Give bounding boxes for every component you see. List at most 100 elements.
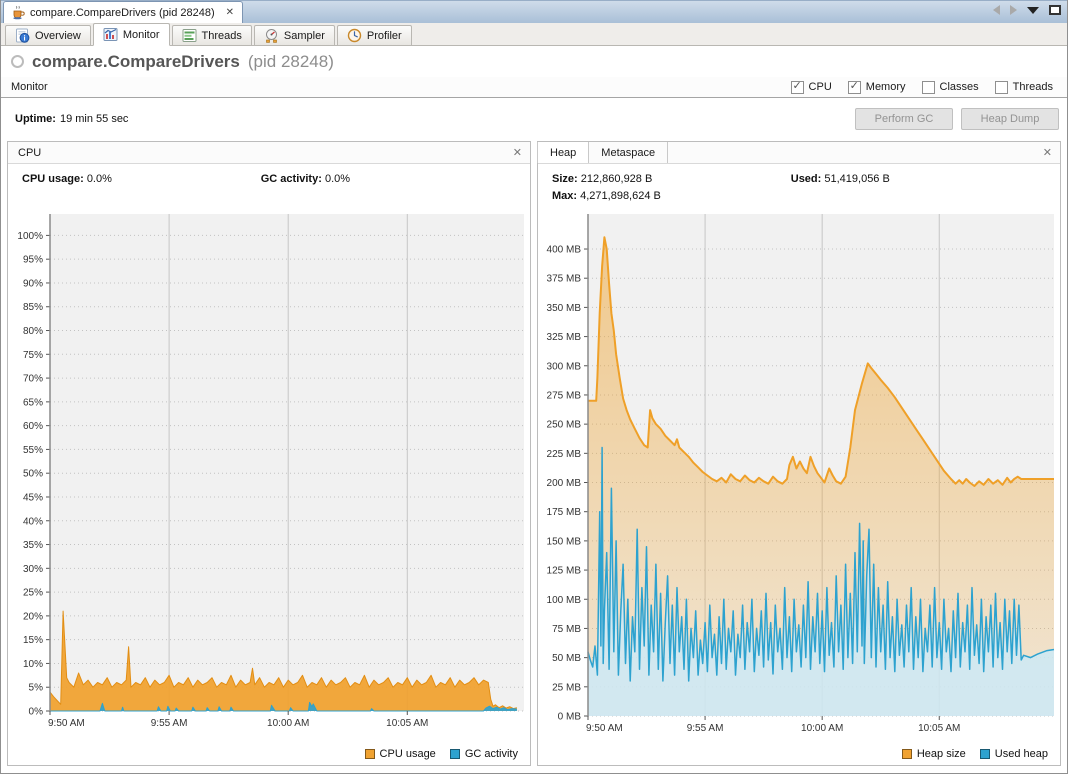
svg-text:225 MB: 225 MB: [547, 449, 582, 460]
uptime-label: Uptime:: [15, 112, 56, 125]
svg-text:300 MB: 300 MB: [547, 361, 582, 372]
gc-activity-label: GC activity:: [260, 172, 322, 185]
checkbox-memory-box: ✓: [847, 80, 861, 94]
heap-used-label: Used:: [790, 172, 822, 185]
svg-text:325 MB: 325 MB: [547, 332, 582, 343]
svg-text:10:00 AM: 10:00 AM: [267, 718, 309, 729]
svg-text:70%: 70%: [23, 374, 43, 385]
svg-text:75 MB: 75 MB: [552, 624, 581, 635]
svg-text:80%: 80%: [23, 326, 43, 337]
cpu-panel-close-icon[interactable]: ✕: [512, 147, 522, 159]
view-tab-bar: i Overview Monitor Threads: [1, 23, 1067, 47]
sampler-icon: [265, 29, 277, 43]
heap-size-swatch: [901, 749, 912, 759]
tab-sampler[interactable]: Sampler: [253, 25, 335, 47]
checkbox-cpu-box: ✓: [790, 80, 804, 94]
cpu-usage-value: 0.0%: [86, 172, 112, 185]
document-tab-label: compare.CompareDrivers (pid 28248): [30, 6, 215, 19]
svg-text:150 MB: 150 MB: [547, 536, 582, 547]
tab-list-dropdown-icon[interactable]: [1027, 6, 1039, 14]
legend-heap-size: Heap size: [901, 748, 966, 760]
svg-text:15%: 15%: [23, 635, 43, 646]
checkbox-threads[interactable]: ✓ Threads: [994, 80, 1053, 94]
checkbox-classes-box: ✓: [921, 80, 935, 94]
monitor-toolbar-label: Monitor: [11, 81, 48, 94]
cpu-usage-label: CPU usage:: [22, 172, 84, 185]
heap-stats: Size: 212,860,928 B Used: 51,419,056 B M…: [538, 164, 1060, 206]
nav-left-icon[interactable]: [993, 5, 1000, 15]
nav-right-icon[interactable]: [1010, 5, 1017, 15]
svg-text:45%: 45%: [23, 492, 43, 503]
legend-cpu-usage: CPU usage: [364, 748, 436, 760]
maximize-icon[interactable]: [1049, 5, 1061, 15]
svg-text:65%: 65%: [23, 397, 43, 408]
svg-text:55%: 55%: [23, 445, 43, 456]
tab-heap[interactable]: Heap: [537, 142, 590, 163]
tab-threads[interactable]: Threads: [171, 25, 252, 47]
cpu-panel-title: CPU: [18, 146, 42, 159]
tab-nav-controls: [993, 5, 1061, 15]
heap-chart: 0 MB 25 MB 50 MB 75 MB 100 MB 125 MB 150 MB 175…: [538, 206, 1060, 743]
java-cup-icon: [13, 5, 25, 20]
legend-used-heap: Used heap: [979, 748, 1048, 760]
svg-text:200 MB: 200 MB: [547, 478, 582, 489]
svg-text:9:50 AM: 9:50 AM: [48, 718, 85, 729]
heap-size-label: Size:: [552, 172, 578, 185]
profiler-icon: [347, 29, 362, 43]
svg-text:10:00 AM: 10:00 AM: [801, 723, 843, 734]
svg-text:25 MB: 25 MB: [552, 682, 581, 693]
tab-metaspace[interactable]: Metaspace: [589, 142, 669, 163]
heap-legend: Heap size Used heap: [538, 743, 1060, 765]
svg-text:20%: 20%: [23, 611, 43, 622]
used-heap-swatch: [979, 749, 990, 759]
checkbox-cpu[interactable]: ✓ CPU: [790, 80, 832, 94]
heap-max-value: 4,271,898,624 B: [580, 189, 661, 202]
tab-monitor[interactable]: Monitor: [92, 23, 170, 47]
document-tab-bar: compare.CompareDrivers (pid 28248) ✕: [1, 0, 1067, 23]
svg-text:350 MB: 350 MB: [547, 303, 582, 314]
svg-text:90%: 90%: [23, 278, 43, 289]
svg-text:10%: 10%: [23, 659, 43, 670]
heap-panel-close-icon[interactable]: ✕: [1042, 147, 1052, 159]
heap-dump-button[interactable]: Heap Dump: [961, 107, 1059, 130]
charts-area: CPU ✕ CPU usage: 0.0% GC activity: 0.0% …: [1, 139, 1067, 773]
svg-text:85%: 85%: [23, 302, 43, 313]
svg-text:10:05 AM: 10:05 AM: [386, 718, 428, 729]
legend-gc-activity: GC activity: [449, 748, 518, 760]
document-tab[interactable]: compare.CompareDrivers (pid 28248) ✕: [3, 1, 244, 23]
svg-text:95%: 95%: [23, 255, 43, 266]
heap-size-value: 212,860,928 B: [580, 172, 653, 185]
threads-icon: [182, 29, 197, 43]
cpu-stats: CPU usage: 0.0% GC activity: 0.0%: [8, 164, 530, 206]
heap-panel: Heap Metaspace ✕ Size: 212,860,928 B Use…: [537, 141, 1061, 766]
cpu-usage-swatch: [364, 749, 375, 759]
document-tab-close-icon[interactable]: ✕: [225, 7, 235, 18]
status-ring-icon: [11, 55, 24, 69]
gc-activity-swatch: [449, 749, 460, 759]
uptime-row: Uptime: 19 min 55 sec Perform GC Heap Du…: [1, 98, 1067, 139]
svg-text:175 MB: 175 MB: [547, 507, 582, 518]
heap-used-value: 51,419,056 B: [824, 172, 890, 185]
page-title: compare.CompareDrivers: [32, 51, 240, 71]
tab-profiler[interactable]: Profiler: [336, 25, 412, 47]
uptime-value: 19 min 55 sec: [59, 112, 129, 125]
metric-checkbox-group: ✓ CPU ✓ Memory ✓ Classes ✓ Threads: [790, 80, 1053, 94]
svg-text:i: i: [23, 34, 25, 43]
svg-text:40%: 40%: [23, 516, 43, 527]
checkbox-memory[interactable]: ✓ Memory: [847, 80, 906, 94]
perform-gc-button[interactable]: Perform GC: [855, 107, 953, 130]
svg-text:60%: 60%: [23, 421, 43, 432]
svg-text:9:50 AM: 9:50 AM: [586, 723, 623, 734]
cpu-legend: CPU usage GC activity: [8, 743, 530, 765]
cpu-panel-header: CPU ✕: [8, 142, 530, 164]
svg-text:125 MB: 125 MB: [547, 566, 582, 577]
svg-text:400 MB: 400 MB: [547, 245, 582, 256]
svg-text:75%: 75%: [23, 350, 43, 361]
svg-text:100%: 100%: [17, 231, 43, 242]
heap-max-label: Max:: [552, 189, 578, 202]
tab-overview[interactable]: i Overview: [5, 25, 91, 47]
svg-text:0 MB: 0 MB: [558, 712, 582, 723]
cpu-panel: CPU ✕ CPU usage: 0.0% GC activity: 0.0% …: [7, 141, 531, 766]
checkbox-classes[interactable]: ✓ Classes: [921, 80, 979, 94]
